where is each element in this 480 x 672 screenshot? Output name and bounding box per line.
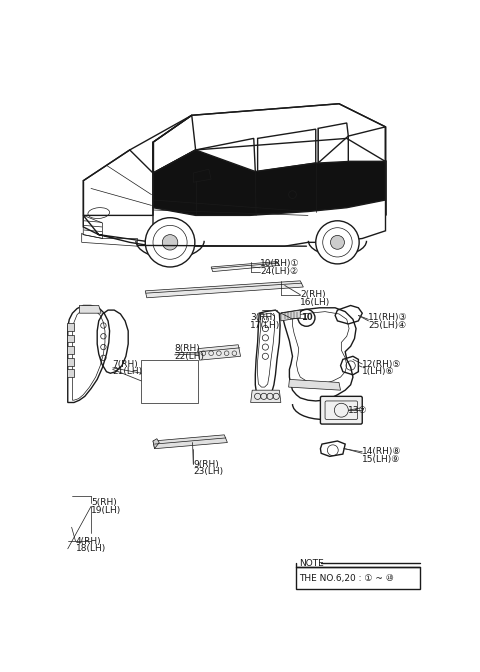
Text: 24(LH)②: 24(LH)②	[260, 267, 298, 276]
Text: 15(LH)⑨: 15(LH)⑨	[362, 455, 401, 464]
Polygon shape	[153, 150, 385, 216]
Text: 2(RH): 2(RH)	[300, 290, 326, 299]
Circle shape	[145, 218, 195, 267]
Polygon shape	[67, 370, 74, 377]
Text: 21(LH): 21(LH)	[113, 367, 143, 376]
Circle shape	[162, 235, 178, 250]
Text: 9(RH): 9(RH)	[193, 460, 219, 468]
Polygon shape	[79, 306, 101, 313]
Circle shape	[330, 235, 345, 249]
Text: 23(LH): 23(LH)	[193, 467, 223, 476]
Polygon shape	[281, 310, 300, 321]
Text: 17(LH): 17(LH)	[250, 321, 280, 330]
Text: 13⑦: 13⑦	[348, 406, 368, 415]
Text: 4(RH): 4(RH)	[75, 537, 101, 546]
Text: 10: 10	[300, 313, 312, 323]
Polygon shape	[153, 439, 159, 449]
Polygon shape	[67, 358, 74, 366]
Polygon shape	[288, 380, 340, 390]
Circle shape	[316, 221, 359, 264]
FancyBboxPatch shape	[321, 396, 362, 424]
Text: 11(RH)③: 11(RH)③	[369, 313, 408, 323]
Polygon shape	[251, 390, 281, 403]
Text: 1(LH)⑥: 1(LH)⑥	[362, 367, 395, 376]
Polygon shape	[153, 435, 228, 449]
Text: 16(LH): 16(LH)	[300, 298, 331, 307]
Text: NOTE: NOTE	[300, 559, 324, 568]
Text: 19(LH): 19(LH)	[91, 506, 121, 515]
Text: 3(RH): 3(RH)	[250, 313, 276, 323]
Text: 14(RH)⑧: 14(RH)⑧	[362, 448, 402, 456]
Polygon shape	[67, 346, 74, 354]
Polygon shape	[198, 345, 240, 360]
Polygon shape	[67, 323, 74, 331]
Text: 22(LH): 22(LH)	[175, 352, 204, 361]
Text: 5(RH): 5(RH)	[91, 498, 117, 507]
Polygon shape	[145, 281, 303, 298]
Circle shape	[298, 309, 315, 327]
Text: 10(RH)①: 10(RH)①	[260, 259, 300, 268]
Polygon shape	[211, 261, 279, 271]
Text: 7(RH): 7(RH)	[113, 360, 138, 368]
Text: 18(LH): 18(LH)	[75, 544, 106, 553]
Text: 8(RH): 8(RH)	[175, 344, 201, 353]
Text: 25(LH)④: 25(LH)④	[369, 321, 407, 330]
Text: THE NO.6,20 : ① ~ ⑩: THE NO.6,20 : ① ~ ⑩	[300, 574, 395, 583]
Polygon shape	[67, 335, 74, 343]
Text: 12(RH)⑤: 12(RH)⑤	[362, 360, 402, 368]
